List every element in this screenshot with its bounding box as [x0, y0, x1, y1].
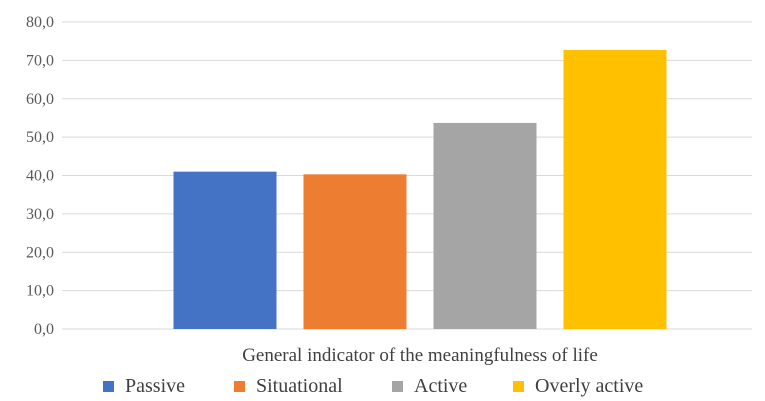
bar-situational	[303, 174, 407, 329]
bar-active	[433, 122, 537, 330]
legend-label: Overly active	[535, 375, 643, 397]
x-axis-categories: General indicator of the meaningfulness …	[242, 345, 598, 366]
bar-passive	[173, 171, 277, 329]
bar-overly-active	[563, 50, 667, 330]
bars	[173, 50, 667, 330]
y-tick-label: 80,0	[26, 14, 54, 31]
y-tick-label: 70,0	[26, 52, 54, 69]
legend-label: Active	[414, 375, 467, 397]
y-tick-label: 60,0	[26, 91, 54, 108]
y-tick-label: 20,0	[26, 244, 54, 261]
y-axis-ticks: 0,0 10,0 20,0 30,0 40,0 50,0 60,0 70,0 80,0	[26, 14, 54, 338]
y-tick-label: 50,0	[26, 129, 54, 146]
y-tick-label: 10,0	[26, 283, 54, 300]
legend-swatch	[513, 381, 524, 392]
y-tick-label: 30,0	[26, 206, 54, 223]
y-tick-label: 0,0	[34, 321, 54, 338]
legend-swatch	[392, 381, 403, 392]
legend-swatch	[234, 381, 245, 392]
legend: Passive Situational Active Overly active	[103, 375, 643, 397]
legend-label: Situational	[256, 375, 343, 397]
legend-swatch	[103, 381, 114, 392]
y-tick-label: 40,0	[26, 168, 54, 185]
category-label: General indicator of the meaningfulness …	[242, 345, 598, 366]
legend-label: Passive	[125, 375, 185, 397]
